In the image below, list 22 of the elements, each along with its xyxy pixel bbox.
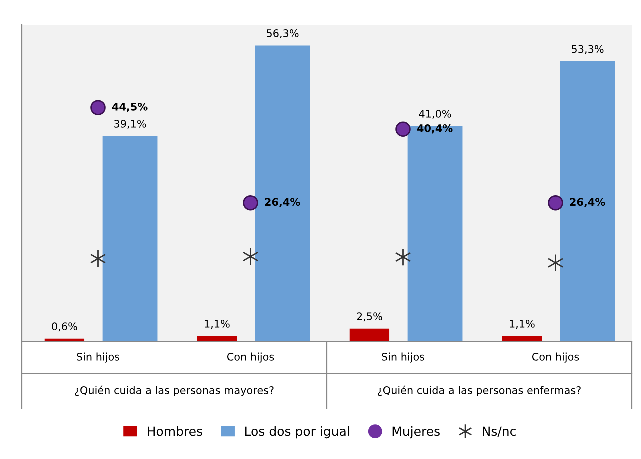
data-label: 1,1% <box>205 320 230 329</box>
legend-label: Los dos por igual <box>246 426 350 439</box>
data-label: 1,1% <box>510 320 535 329</box>
data-label: 44,5% <box>112 102 148 112</box>
legend-label: Hombres <box>148 426 202 436</box>
data-label: 41,0% <box>419 110 452 119</box>
x-tick-label: Sin hijos <box>77 352 120 363</box>
x-tick-label: Sin hijos <box>382 352 425 363</box>
text: ¿Quién cuida a las personas mayores? <box>75 386 274 396</box>
data-label: 26,4% <box>265 198 300 208</box>
data-label: 0,6% <box>52 322 78 332</box>
data-label: 2,5% <box>357 312 382 322</box>
text: ¿Quién cuida a las personas enfermas? <box>378 386 581 396</box>
x-tick-label: Con hijos <box>532 352 580 363</box>
legend-label: Mujeres <box>392 426 440 439</box>
x-tick-label: Con hijos <box>227 352 274 363</box>
data-label: 26,4% <box>570 198 606 208</box>
data-label: 53,3% <box>572 45 604 54</box>
data-label: 40,4% <box>417 124 453 134</box>
legend-label: Ns/nc <box>483 426 516 438</box>
data-label: 56,3% <box>267 30 299 38</box>
data-label: 39,1% <box>114 120 146 129</box>
